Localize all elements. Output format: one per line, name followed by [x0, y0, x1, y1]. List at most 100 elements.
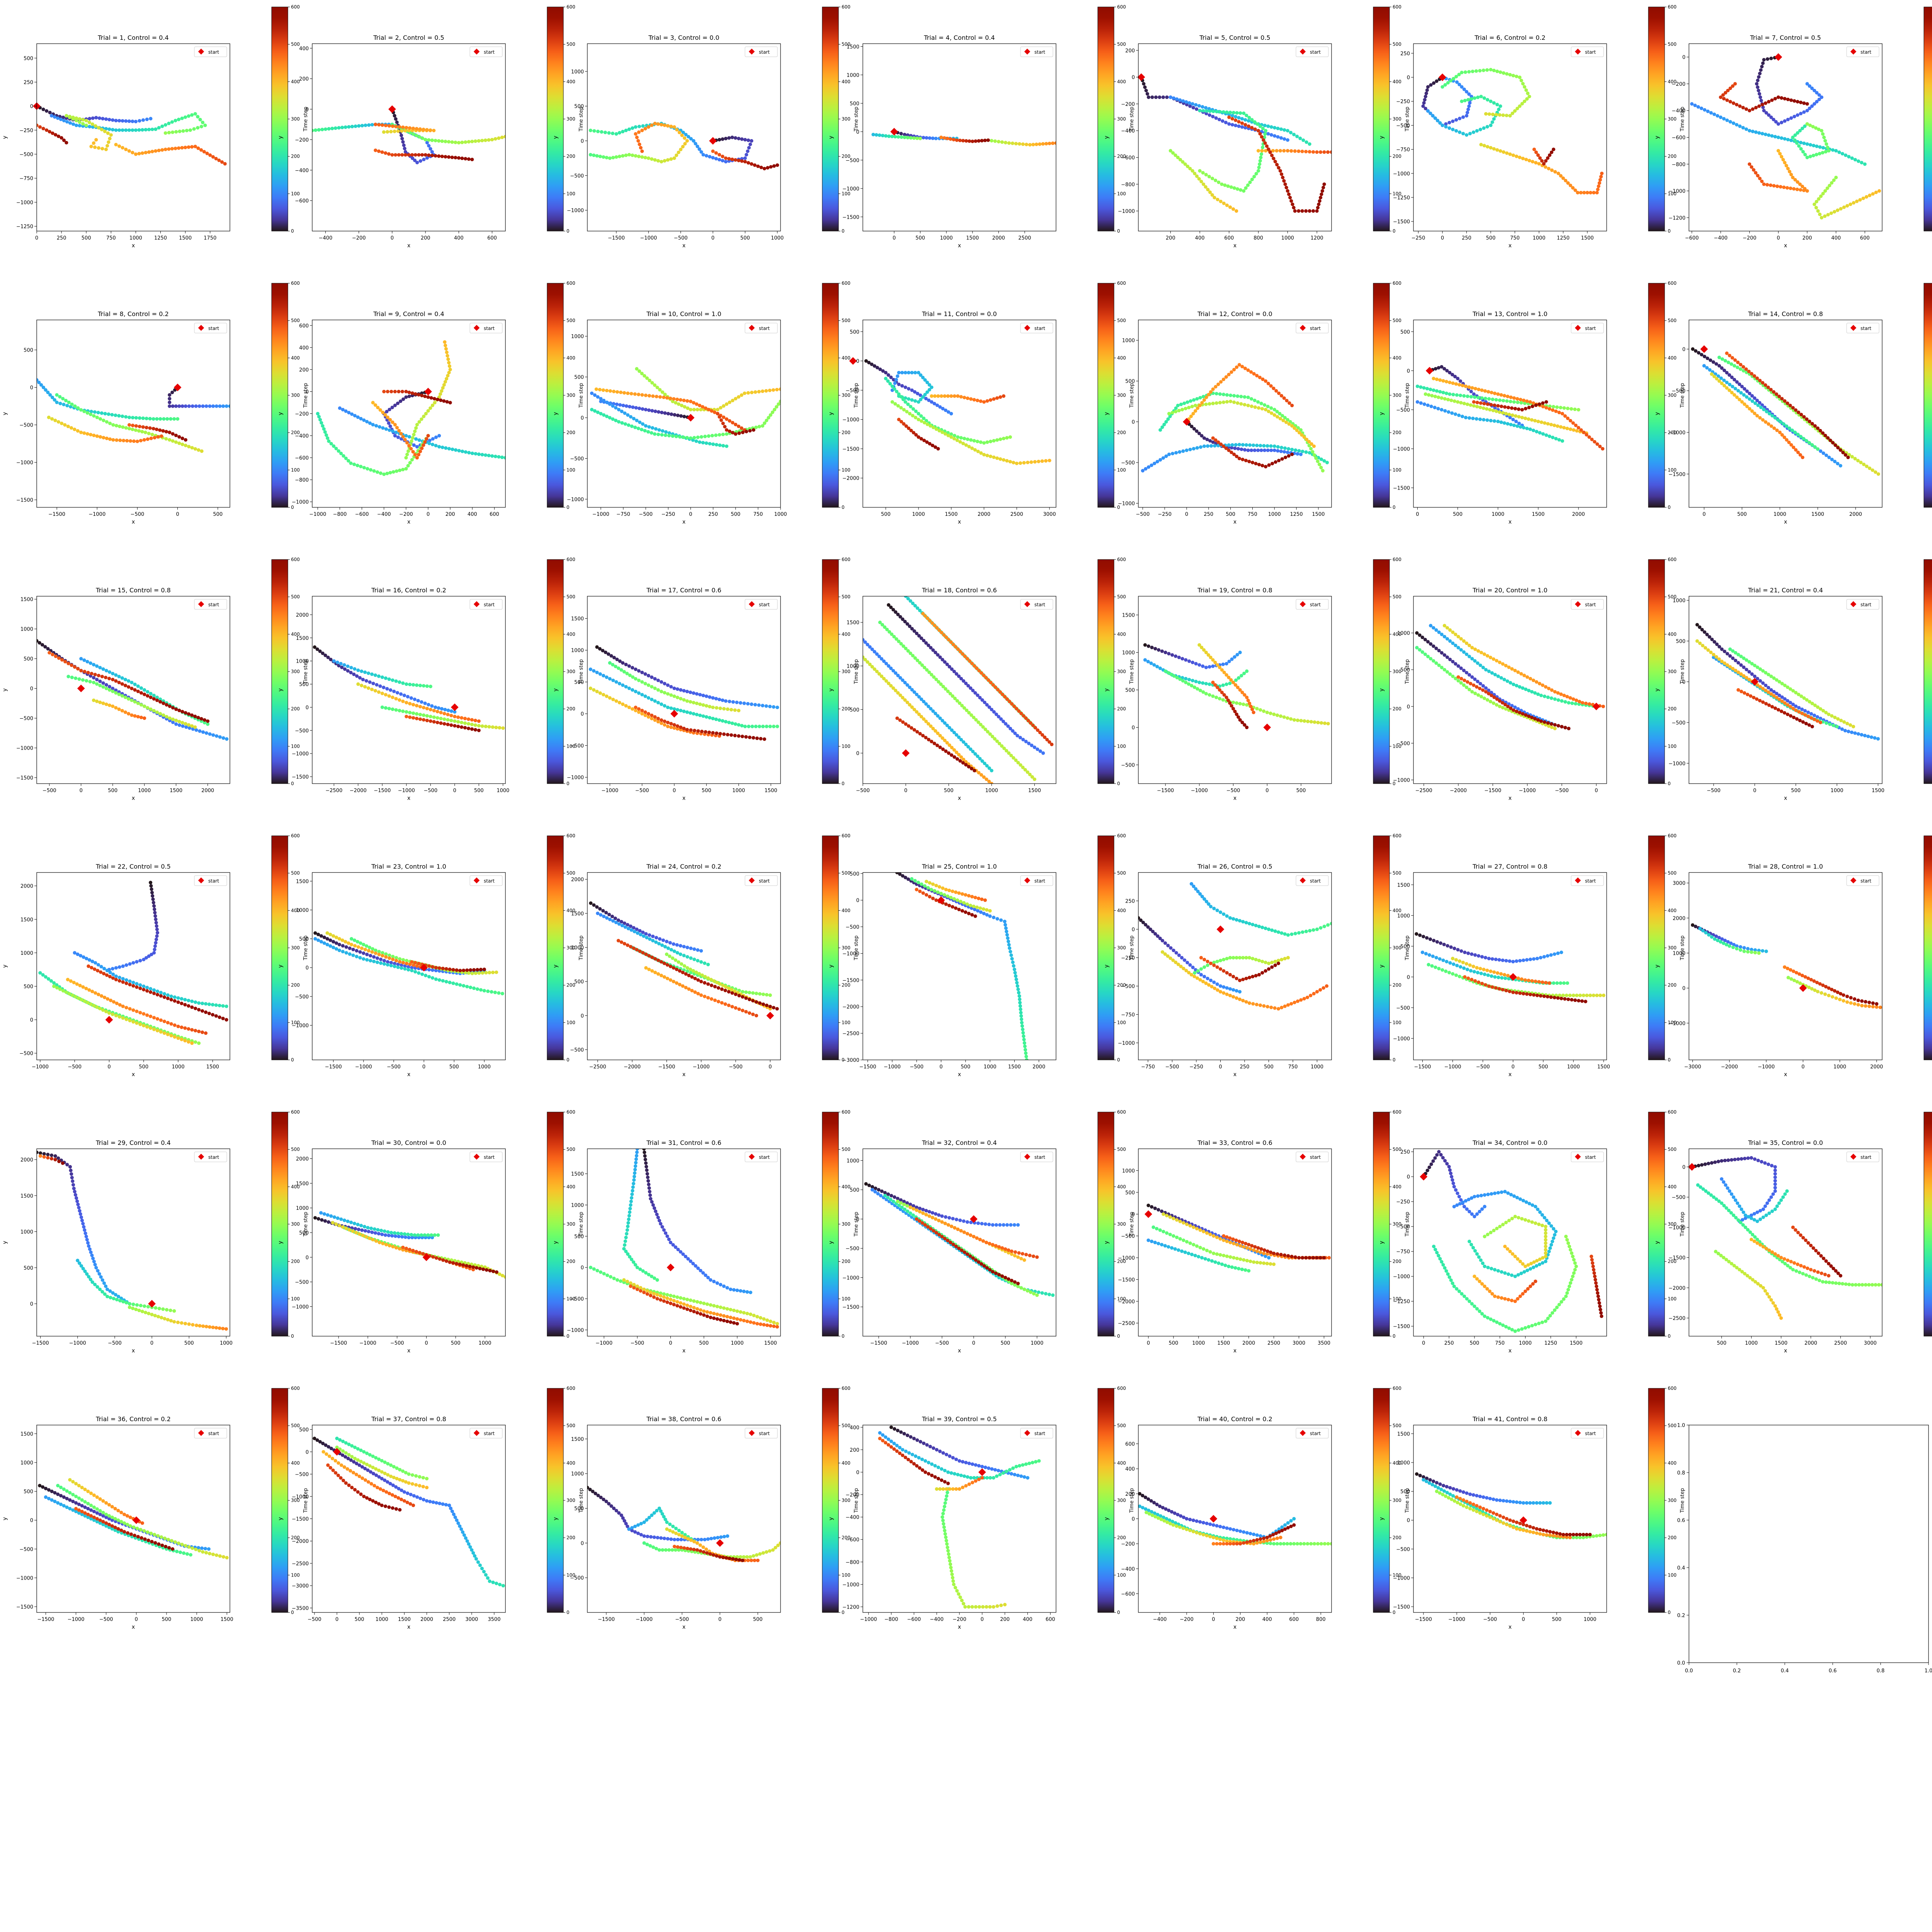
trajectory-point [588, 686, 592, 690]
trajectory-point [592, 669, 596, 673]
trajectory-point [78, 124, 82, 128]
trajectory-point [204, 404, 208, 408]
trajectory-point [1451, 119, 1455, 123]
trajectory-point [743, 156, 747, 160]
trajectory-point [1021, 738, 1025, 742]
trajectory-point [714, 697, 718, 701]
trajectory-point [1204, 185, 1208, 189]
trajectory-point [1171, 452, 1175, 456]
trajectory-point [990, 769, 993, 772]
trajectory-point [722, 732, 726, 736]
trajectory-point [1498, 113, 1502, 117]
trial-panel: Trial = 16, Control = 0.2−2500 −2000 −1500… [277, 557, 584, 801]
trajectory-point [160, 124, 164, 128]
trajectory-point [435, 721, 439, 724]
colorbar-label: Time step [1405, 107, 1410, 132]
trajectory-point [1876, 472, 1880, 476]
trajectory-point [1559, 174, 1563, 178]
trajectory-point [1310, 442, 1313, 446]
trajectory-point [708, 155, 712, 159]
trajectory-point [1308, 150, 1311, 154]
trajectory-point [623, 422, 627, 426]
trajectory-point [1433, 395, 1437, 398]
trajectory-point [685, 728, 689, 731]
trajectory-point [941, 747, 945, 751]
trajectory-point [619, 668, 623, 672]
trajectory-point [377, 123, 381, 127]
trajectory-point [1535, 430, 1539, 434]
trajectory-point [416, 699, 420, 702]
trajectory-point [1230, 446, 1234, 450]
trajectory-point [1257, 406, 1260, 410]
trajectory-point [435, 398, 440, 401]
axes-frame [1138, 320, 1332, 508]
trajectory-point [933, 394, 937, 398]
x-tick-label: 250 [1204, 512, 1213, 517]
trajectory-point [670, 412, 673, 416]
trajectory-point [422, 415, 426, 418]
x-tick-label: 1000 [1281, 235, 1294, 241]
panel-title: Trial = 8, Control = 0.2 [97, 310, 168, 318]
trajectory-point [984, 676, 988, 680]
trajectory-point [47, 415, 51, 419]
trajectory-point [168, 393, 172, 397]
trajectory-point [184, 404, 187, 408]
trajectory-point [650, 157, 654, 161]
y-tick-label: 500 [850, 101, 859, 107]
trajectory-point [187, 114, 190, 118]
trajectory-point [78, 117, 82, 121]
trajectory-point [477, 139, 481, 143]
trajectory-point [1509, 395, 1513, 399]
trajectory-point [943, 738, 947, 742]
trajectory-point [315, 647, 319, 651]
trajectory-point [955, 699, 959, 703]
trajectory-point [908, 412, 912, 416]
trial-panel: Trial = 10, Control = 1.0−1000 −750 −500 −2… [553, 281, 859, 525]
trajectory-point [1176, 403, 1180, 407]
trajectory-point [225, 737, 229, 741]
trajectory-point [1717, 355, 1721, 359]
trajectory-point [1273, 126, 1277, 130]
trajectory-point [184, 711, 187, 715]
trajectory-point [654, 427, 658, 431]
trajectory-point [675, 153, 679, 157]
trajectory-point [464, 157, 468, 161]
trajectory-point [747, 161, 750, 165]
trajectory-point [728, 400, 731, 404]
trajectory-point [431, 437, 435, 441]
colorbar-scale [822, 7, 839, 231]
trajectory-point [1178, 98, 1182, 102]
trajectory-point [1028, 772, 1032, 776]
trajectory-point [1855, 199, 1859, 203]
trajectory-point [1791, 135, 1795, 139]
trajectory-point [473, 723, 477, 727]
trajectory-point [1515, 107, 1519, 111]
trajectory-point [723, 425, 727, 429]
trajectory-point [743, 160, 747, 163]
trajectory-point [388, 424, 392, 428]
trajectory-point [1194, 409, 1197, 413]
trajectory-point [404, 389, 408, 393]
trajectory-point [184, 146, 187, 150]
trajectory-point [1240, 447, 1243, 451]
trajectory-point [1300, 433, 1304, 437]
trajectory-point [939, 394, 943, 398]
trajectory-point [1192, 427, 1196, 431]
trajectory-point [1423, 98, 1427, 102]
trajectory-point [643, 672, 647, 676]
trajectory-point [937, 680, 940, 684]
trajectory-point [1803, 153, 1807, 156]
colorbar-tick-label: 600 [291, 281, 300, 286]
trajectory-point [1485, 125, 1489, 129]
trajectory-point [1219, 442, 1223, 446]
trajectory-point [1462, 87, 1466, 91]
trajectory-point [929, 707, 933, 711]
trajectory-point [727, 157, 731, 161]
trajectory-point [1250, 404, 1253, 408]
trajectory-point [1301, 138, 1305, 142]
trajectory-data [1143, 643, 1330, 730]
trajectory-point [162, 417, 166, 421]
trajectory-point [1757, 88, 1760, 92]
trajectory-point [100, 147, 104, 151]
